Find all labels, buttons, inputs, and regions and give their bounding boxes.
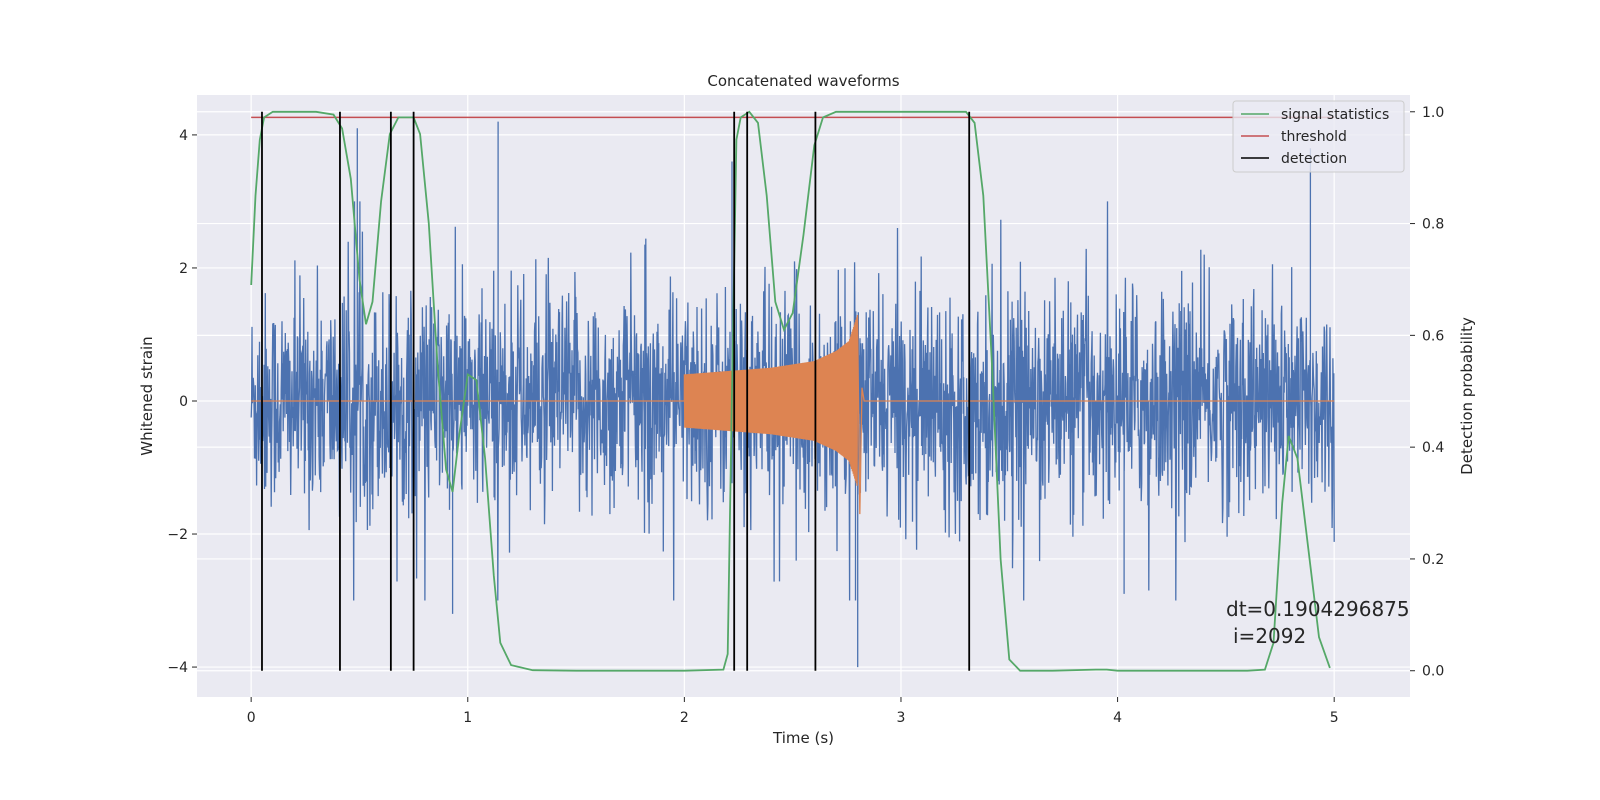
x-tick-label: 5 [1330, 710, 1339, 726]
x-tick-label: 2 [680, 710, 689, 726]
legend-entry-statistic: signal statistics [1281, 107, 1389, 123]
y2-tick-label: 0.8 [1422, 217, 1444, 233]
detection-series [261, 111, 971, 671]
injection-series [251, 314, 1335, 515]
injection-line [251, 314, 1335, 515]
legend-entry-detection: detection [1281, 151, 1347, 167]
x-tick-label: 0 [247, 710, 256, 726]
chart-title: Concatenated waveforms [707, 72, 899, 90]
x-tick-label: 4 [1113, 710, 1122, 726]
statistic-line [250, 110, 1331, 672]
x-tick-label: 1 [463, 710, 472, 726]
y-axis-label: Whitened strain [138, 336, 156, 455]
x-tick-label: 3 [897, 710, 906, 726]
y2-tick-label: 0.4 [1422, 440, 1444, 456]
statistic-series [250, 110, 1331, 672]
y2-tick-label: 0.6 [1422, 328, 1444, 344]
legend-entry-threshold: threshold [1281, 129, 1347, 145]
y-tick-label: −2 [167, 527, 188, 543]
y2-tick-label: 0.2 [1422, 552, 1444, 568]
y-tick-label: 4 [179, 128, 188, 144]
y-tick-label: 0 [179, 394, 188, 410]
ticks: 0 1 2 3 4 5 −4 −2 0 2 4 0.0 0.2 0.4 0.6 0.8 1.0 [167, 105, 1444, 726]
annotation-dt: dt=0.1904296875 [1226, 597, 1410, 621]
y2-tick-label: 0.0 [1422, 664, 1444, 680]
legend: signal statistics threshold detection [1232, 100, 1405, 173]
y-tick-label: −4 [167, 660, 188, 676]
y2-tick-label: 1.0 [1422, 105, 1444, 121]
x-axis-label: Time (s) [772, 729, 834, 747]
y-tick-label: 2 [179, 261, 188, 277]
y2-axis-label: Detection probability [1458, 317, 1476, 475]
legend-box [1232, 100, 1405, 173]
annotation-i: i=2092 [1233, 624, 1306, 648]
